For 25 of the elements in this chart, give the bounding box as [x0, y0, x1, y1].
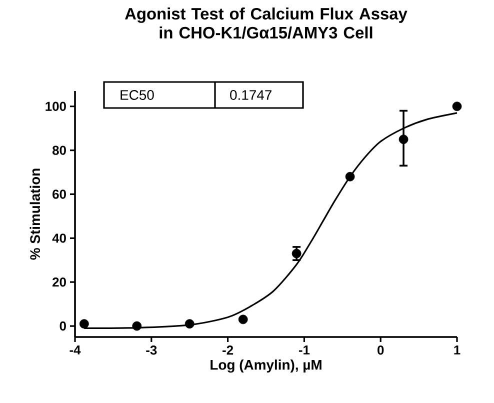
y-tick-label: 40 — [52, 234, 66, 243]
x-tick-label: -3 — [146, 346, 157, 355]
point — [79, 319, 89, 329]
point — [238, 314, 248, 324]
point — [345, 172, 355, 182]
point — [398, 134, 408, 144]
y-axis-title: % Stimulation — [30, 168, 40, 260]
chart-title: Agonist Test of Calcium Flux Assay in CHO-K1/Gα15/AMY3 Cell — [124, 8, 408, 39]
y-tick-label: 0 — [60, 321, 66, 331]
y-tick-label: 80 — [52, 146, 66, 155]
x-axis-title: Log (Amylin), µM — [210, 360, 322, 373]
annotation: 0.1747 — [230, 90, 272, 100]
x-tick-label: -1 — [298, 346, 310, 354]
x-tick-label: 1 — [454, 346, 460, 354]
x-tick-label: -4 — [70, 346, 81, 354]
point — [452, 102, 462, 112]
y-tick-label: 20 — [52, 278, 66, 287]
point — [132, 321, 142, 331]
y-tick-label: 100 — [46, 102, 66, 111]
point — [184, 319, 194, 329]
x-tick-label: -2 — [222, 346, 234, 355]
y-tick-label: 60 — [52, 190, 66, 199]
x-tick-label: 0 — [378, 346, 384, 355]
annotation: EC50 — [120, 90, 154, 100]
point — [292, 248, 302, 258]
